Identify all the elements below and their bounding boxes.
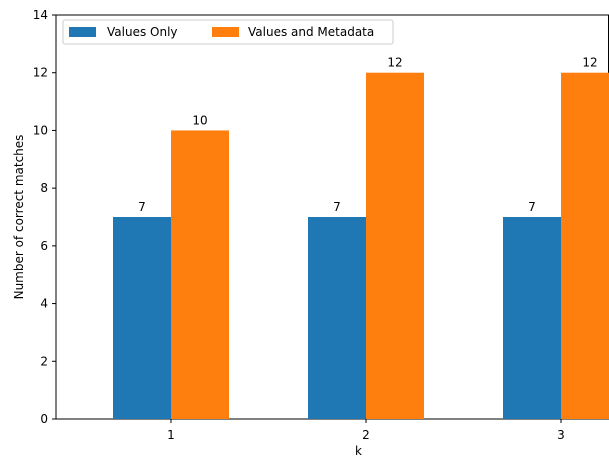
legend-label: Values Only <box>107 25 178 39</box>
bar-values-and-metadata <box>561 72 609 419</box>
bars <box>113 72 609 419</box>
bar-value-label: 10 <box>192 113 207 127</box>
y-axis-title: Number of correct matches <box>12 135 26 300</box>
legend-swatch <box>212 27 239 37</box>
legend: Values Only Values and Metadata <box>62 19 394 45</box>
y-tick-label: 8 <box>40 181 48 195</box>
bar-values-only <box>503 217 561 419</box>
bar-values-and-metadata <box>366 72 424 419</box>
bar-value-label: 12 <box>582 56 597 70</box>
legend-swatch <box>69 27 96 37</box>
x-tick-label: 1 <box>167 428 175 442</box>
x-axis: 1 2 3 <box>167 419 565 442</box>
y-tick-label: 6 <box>40 239 48 253</box>
x-axis-title: k <box>355 444 362 456</box>
y-axis: 0 2 4 6 8 10 12 14 <box>33 8 56 426</box>
bar-values-and-metadata <box>171 130 229 419</box>
bar-value-label: 7 <box>333 200 341 214</box>
y-tick-label: 12 <box>33 66 48 80</box>
x-tick-label: 3 <box>557 428 565 442</box>
bar-value-labels: 7 10 7 12 7 12 <box>138 56 597 214</box>
legend-label: Values and Metadata <box>248 25 374 39</box>
y-tick-label: 14 <box>33 8 48 22</box>
y-tick-label: 2 <box>40 354 48 368</box>
bar-value-label: 12 <box>387 56 402 70</box>
x-tick-label: 2 <box>362 428 370 442</box>
bar-value-label: 7 <box>528 200 536 214</box>
y-tick-label: 0 <box>40 412 48 426</box>
bar-value-label: 7 <box>138 200 146 214</box>
bar-values-only <box>113 217 171 419</box>
y-tick-label: 10 <box>33 123 48 137</box>
bar-values-only <box>308 217 366 419</box>
y-tick-label: 4 <box>40 297 48 311</box>
